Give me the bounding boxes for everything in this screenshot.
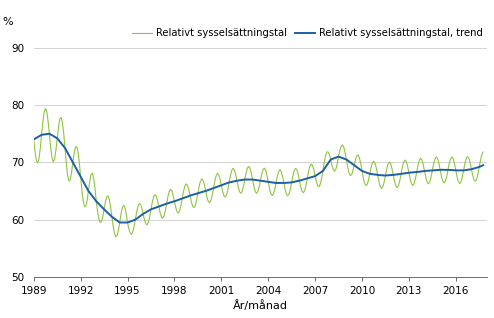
Relativt sysselsättningstal, trend (110, 216, 116, 220)
Relativt sysselsättningstal, trend (163, 202, 168, 206)
Relativt sysselsättningstal (42, 107, 48, 110)
Relativt sysselsättningstal, trend (440, 168, 446, 172)
Relativt sysselsättningstal, trend (406, 171, 412, 175)
Line: Relativt sysselsättningstal, trend: Relativt sysselsättningstal, trend (34, 134, 483, 223)
Relativt sysselsättningstal, trend (46, 132, 52, 135)
Legend: Relativt sysselsättningstal, Relativt sysselsättningstal, trend: Relativt sysselsättningstal, Relativt sy… (128, 24, 487, 42)
Relativt sysselsättningstal, trend (380, 173, 386, 177)
Relativt sysselsättningstal (440, 179, 446, 183)
Relativt sysselsättningstal, trend (117, 221, 123, 225)
Relativt sysselsättningstal, trend (31, 137, 37, 141)
Relativt sysselsättningstal, trend (480, 163, 486, 167)
Relativt sysselsättningstal (110, 225, 116, 228)
Relativt sysselsättningstal (113, 235, 119, 239)
Line: Relativt sysselsättningstal: Relativt sysselsättningstal (34, 108, 483, 237)
Relativt sysselsättningstal, trend (407, 171, 413, 175)
Relativt sysselsättningstal (163, 209, 168, 212)
Relativt sysselsättningstal (31, 137, 37, 141)
Relativt sysselsättningstal (406, 171, 412, 175)
X-axis label: År/månad: År/månad (233, 300, 288, 311)
Relativt sysselsättningstal (380, 185, 386, 189)
Relativt sysselsättningstal (407, 177, 413, 181)
Text: %: % (2, 17, 13, 27)
Relativt sysselsättningstal (480, 150, 486, 154)
